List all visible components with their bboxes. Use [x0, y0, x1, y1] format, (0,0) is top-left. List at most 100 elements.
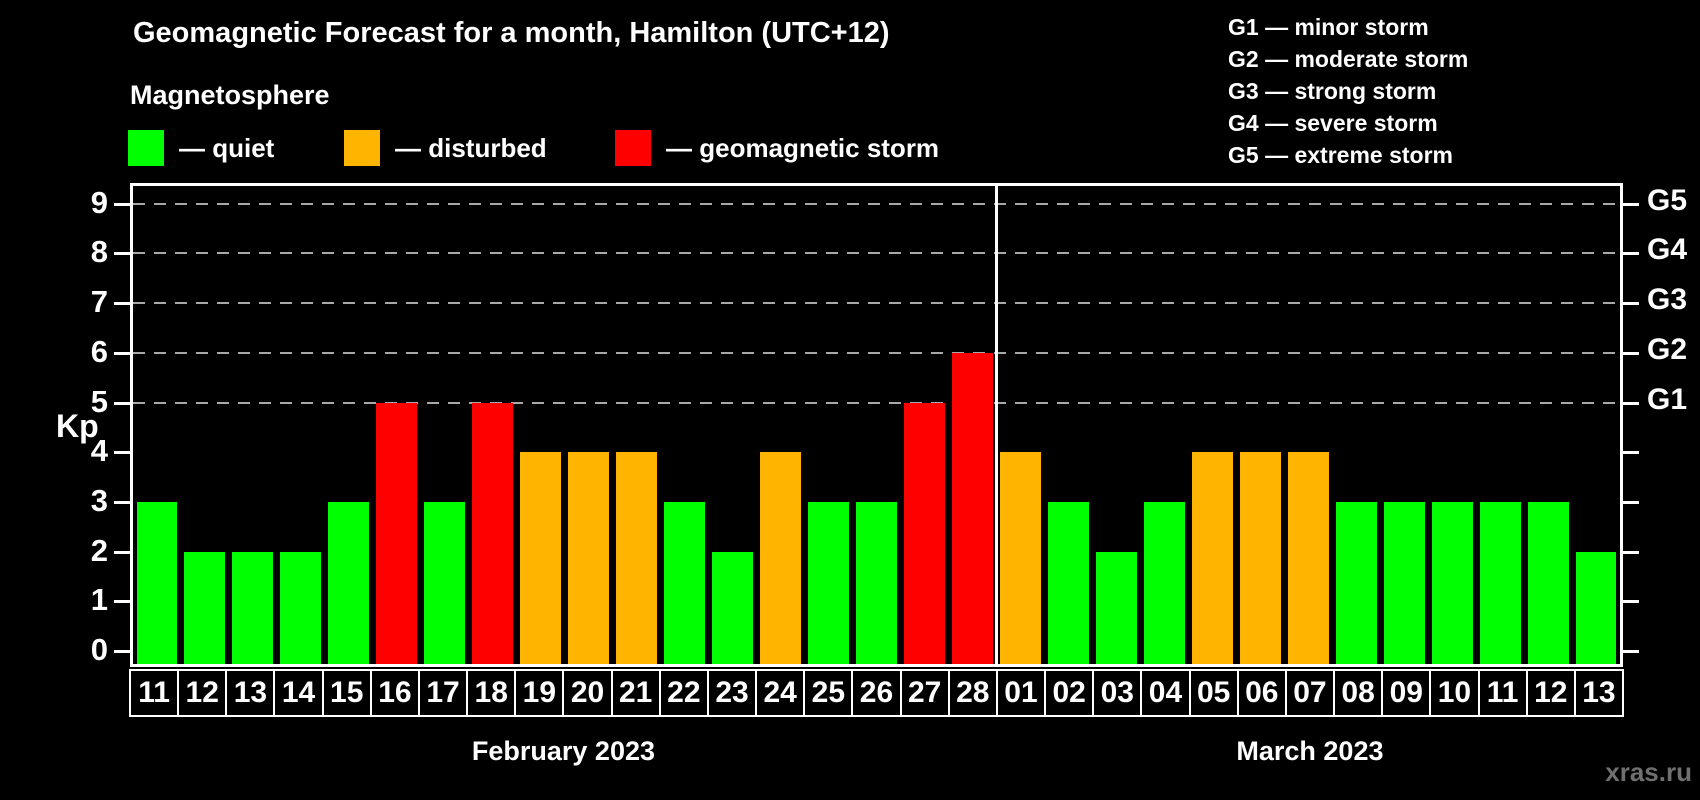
kp-bar-day-13: [1575, 551, 1617, 664]
day-label-cell-07: 07: [1284, 669, 1336, 717]
y-axis-title: Kp: [56, 408, 99, 444]
y-axis-tick-label-1: 1: [90, 582, 108, 618]
kp-bar-day-04: [1143, 501, 1185, 664]
y-axis-tick-right-5: [1623, 401, 1639, 405]
y-axis-tick-right-2: [1623, 550, 1639, 554]
y-axis-tick-left-1: [114, 600, 130, 604]
y-axis-tick-right-9: [1623, 202, 1639, 206]
day-label-cell-09: 09: [1381, 669, 1432, 717]
legend-swatch-storm: [615, 130, 651, 166]
day-label-cell-08: 08: [1333, 669, 1384, 717]
day-label-cell-03: 03: [1092, 669, 1143, 717]
kp-bar-day-27: [903, 402, 945, 664]
y-axis-tick-right-8: [1623, 252, 1639, 256]
month-label-february: February 2023: [471, 736, 655, 766]
y-axis-tick-right-3: [1623, 500, 1639, 504]
g-axis-label-g4: G4: [1647, 233, 1688, 267]
legend-item-storm: — geomagnetic storm: [615, 129, 939, 167]
g-scale-legend-line-g5: G5 — extreme storm: [1228, 142, 1453, 168]
y-axis-tick-left-6: [114, 351, 130, 355]
y-axis-tick-left-8: [114, 252, 130, 256]
y-axis-tick-label-9: 9: [90, 184, 108, 220]
day-label-cell-04: 04: [1140, 669, 1191, 717]
day-label-cell-13: 13: [1573, 669, 1624, 717]
y-axis-tick-right-1: [1623, 600, 1639, 604]
day-label-cell-02: 02: [1044, 669, 1095, 717]
day-label-cell-18: 18: [466, 669, 517, 717]
day-label-cell-11: 11: [1477, 669, 1528, 717]
g-axis-label-g3: G3: [1647, 283, 1688, 317]
day-label-cell-26: 26: [851, 669, 902, 717]
day-label-cell-16: 16: [369, 669, 420, 717]
y-axis-tick-left-4: [114, 451, 130, 455]
day-label-cell-12: 12: [1525, 669, 1576, 717]
kp-bar-day-19: [520, 452, 562, 664]
y-axis-tick-right-0: [1623, 650, 1639, 653]
month-label-march: March 2023: [1236, 736, 1384, 766]
y-axis-tick-right-6: [1623, 351, 1639, 355]
y-axis-tick-left-9: [114, 202, 130, 206]
y-axis-tick-label-3: 3: [90, 482, 108, 518]
kp-bar-day-21: [616, 452, 658, 664]
kp-bar-day-15: [328, 501, 370, 664]
day-label-cell-21: 21: [610, 669, 661, 717]
kp-bar-day-22: [664, 501, 706, 664]
chart-title: Geomagnetic Forecast for a month, Hamilt…: [133, 17, 890, 49]
y-axis-tick-right-4: [1623, 451, 1639, 455]
day-label-cell-06: 06: [1236, 669, 1287, 717]
y-axis-tick-left-7: [114, 302, 130, 306]
legend-swatch-quiet: [128, 130, 164, 166]
day-label-cell-12: 12: [177, 669, 228, 717]
legend-item-disturbed: — disturbed: [344, 129, 547, 167]
kp-bar-day-28: [951, 352, 993, 664]
day-label-cell-23: 23: [706, 669, 758, 717]
kp-bar-day-13: [232, 551, 274, 664]
y-axis-tick-left-5: [114, 401, 130, 405]
kp-gridline-7: [133, 302, 1620, 305]
kp-bar-day-01: [999, 452, 1041, 664]
day-label-cell-11: 11: [129, 669, 180, 717]
y-axis-tick-left-0: [114, 650, 130, 653]
kp-bar-day-11: [136, 501, 178, 664]
day-label-cell-22: 22: [658, 669, 709, 717]
kp-bar-day-23: [712, 551, 754, 664]
kp-bar-day-05: [1191, 452, 1233, 664]
day-label-cell-13: 13: [225, 669, 276, 717]
kp-bar-day-02: [1047, 501, 1089, 664]
kp-bar-day-11: [1479, 501, 1521, 664]
day-label-cell-14: 14: [273, 669, 324, 717]
kp-bar-day-17: [424, 501, 466, 664]
day-label-cell-15: 15: [321, 669, 372, 717]
kp-gridline-8: [133, 252, 1620, 255]
kp-gridline-6: [133, 351, 1620, 354]
y-axis-tick-label-2: 2: [90, 532, 108, 568]
kp-bar-day-07: [1287, 452, 1329, 664]
legend-label-disturbed: — disturbed: [395, 132, 547, 163]
kp-bar-day-20: [568, 452, 610, 664]
kp-gridline-5: [133, 401, 1620, 404]
kp-bar-day-25: [808, 501, 849, 664]
kp-bar-day-03: [1095, 551, 1137, 664]
plot-area: [130, 183, 1623, 667]
day-label-cell-27: 27: [899, 669, 950, 717]
kp-bar-day-16: [376, 402, 418, 664]
kp-bar-day-08: [1335, 501, 1377, 664]
g-scale-legend: G1 — minor storm G2 — moderate storm G3 …: [1228, 11, 1468, 171]
day-label-cell-24: 24: [755, 669, 806, 717]
kp-bar-day-09: [1383, 501, 1425, 664]
day-label-cell-20: 20: [562, 669, 613, 717]
kp-bar-day-12: [184, 551, 226, 664]
kp-bar-day-24: [760, 452, 802, 664]
day-label-cell-05: 05: [1188, 669, 1239, 717]
day-label-cell-17: 17: [417, 669, 469, 717]
legend-item-quiet: — quiet: [128, 129, 274, 167]
legend-swatch-disturbed: [344, 130, 380, 166]
g-axis-label-g5: G5: [1647, 183, 1688, 217]
day-label-cell-25: 25: [803, 669, 854, 717]
legend-label-quiet: — quiet: [179, 132, 275, 163]
g-scale-legend-line-g4: G4 — severe storm: [1228, 110, 1438, 136]
y-axis-tick-label-4: 4: [90, 433, 108, 469]
kp-bar-day-18: [472, 402, 514, 664]
kp-bar-day-12: [1527, 501, 1569, 664]
